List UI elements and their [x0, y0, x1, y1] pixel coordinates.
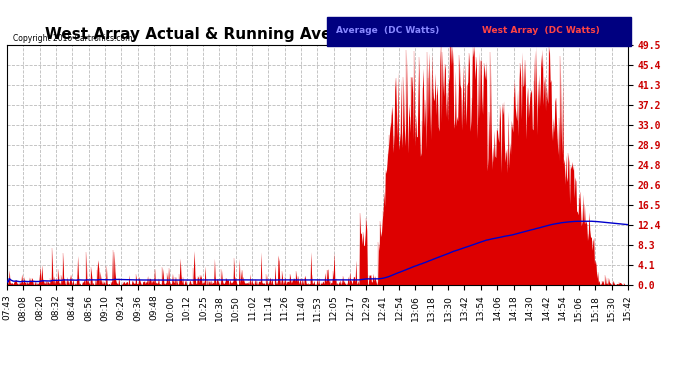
Title: West Array Actual & Running Average Power Wed Jan 13  16:06: West Array Actual & Running Average Powe…	[45, 27, 590, 42]
FancyBboxPatch shape	[327, 17, 631, 46]
Text: Average  (DC Watts): Average (DC Watts)	[336, 26, 440, 35]
Text: West Array  (DC Watts): West Array (DC Watts)	[482, 26, 600, 35]
Text: Copyright 2016 Cartronics.com: Copyright 2016 Cartronics.com	[13, 34, 132, 43]
